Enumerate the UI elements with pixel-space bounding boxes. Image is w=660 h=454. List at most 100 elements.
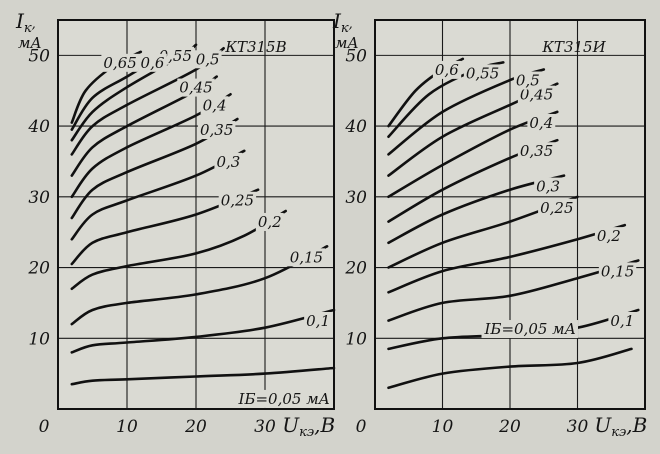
curve-label: 0,35 [200,121,233,139]
y-axis-label: Iк, [332,9,353,36]
chart-title: КТ315В [224,38,286,56]
y-axis-subscript: к [24,21,32,36]
curve-label: 0,5 [516,72,540,90]
curve-ib-1 [70,308,336,354]
curve-label: 0,6 [141,54,165,72]
y-tick-label: 20 [344,259,367,279]
curve-label-background [463,64,502,83]
curve-label-background [287,248,326,267]
curve-label: 0,2 [258,213,282,231]
curve-label-background [527,113,556,132]
tick-labels: 0 10 20 30 10 20 30 40 50 [344,46,588,437]
curve-ib-0 [387,347,633,390]
x-tick-label: 30 [567,417,589,437]
y-tick-label: 20 [27,259,50,279]
plot-frame [374,19,646,410]
x-tick-label: 20 [184,417,207,437]
curve-ib-2 [70,245,329,326]
curve-label: 0,55 [466,64,499,82]
y-axis-subscript: к [341,21,349,36]
curve-label-background [193,50,222,69]
chart-kt315i: IБ=0,05 мА 0,10,150,20,250,30,350,40,450,… [332,9,647,440]
x-axis-subscript: кэ [299,425,314,440]
curve-label: 0,15 [290,248,323,266]
curve-label-background [432,60,462,79]
curve-label-background [608,311,637,330]
x-axis-label: Uкэ,В [282,413,335,440]
x-axis-unit: В [632,413,648,437]
y-axis-comma: , [349,17,353,32]
curve-label-background [214,152,243,171]
x-axis-comma: , [626,413,632,437]
curve-label-background [218,191,257,210]
x-axis-unit: В [320,413,336,437]
y-axis-unit: мА [18,34,42,52]
curve-label-background [177,78,215,97]
x-axis-symbol: U [594,413,612,437]
x-axis-comma: , [314,413,320,437]
curve-label-background [200,96,229,115]
y-tick-label: 50 [345,46,367,66]
curve-label: IБ=0,05 мА [484,320,576,338]
y-tick-label: 10 [28,329,50,349]
curve-label-background [594,227,623,246]
curve-label: 0,3 [536,178,560,196]
curve-label-background [517,85,556,104]
y-axis-comma: , [32,17,36,32]
y-tick-label: 30 [28,188,50,208]
curve-label: 0,1 [306,312,330,330]
curve-label: 0,25 [221,192,254,210]
curve-labels: IБ=0,05 мА 0,1 0,15 0,20,25 0,3 0,35 0,40,45 0,… [101,46,332,408]
curve-label-background [598,262,637,281]
curve-label-background [304,311,332,330]
curve-label: 0,25 [540,199,573,217]
curve-ib-3 [387,223,627,294]
y-tick-label: 40 [27,117,50,137]
curve-ib-3 [70,209,287,291]
curve-label-background [255,212,284,231]
curve-ib-5 [70,149,246,241]
curve-label-background [235,389,332,408]
curve-label: 0,15 [601,262,634,280]
curve-label: 0,3 [216,153,240,171]
y-tick-label: 40 [344,117,367,137]
x-tick-label: 0 [39,417,50,437]
chart-kt315v: IБ=0,05 мА 0,1 0,15 0,20,25 0,3 0,35 0,40,45 0,… [15,9,336,440]
x-tick-label: 10 [116,417,138,437]
y-tick-label: 50 [28,46,50,66]
x-tick-label: 20 [498,417,521,437]
x-axis-label: Uкэ,В [594,413,647,440]
y-tick-label: 30 [345,188,367,208]
x-tick-label: 10 [432,417,454,437]
curve-label: 0,45 [520,86,553,104]
curve-label: 0,4 [203,96,227,114]
x-tick-label: 0 [356,417,367,437]
curve-ib-0 [70,366,336,386]
tick-labels: 0 10 20 30 10 20 30 40 50 [27,46,276,437]
x-axis-symbol: U [282,413,300,437]
curve-label-background [517,142,556,161]
curve-label-background [138,53,167,72]
curve-ib-10 [387,61,505,138]
curve-label: IБ=0,05 мА [238,390,330,408]
curve-label-background [197,121,236,140]
plot-frame [57,19,335,410]
curve-label: 0,65 [103,54,136,72]
x-axis-subscript: кэ [611,425,626,440]
x-tick-label: 30 [254,417,276,437]
curve-ib-2 [387,259,640,322]
curve-label: 0,5 [196,50,220,68]
y-axis-symbol: I [15,9,25,33]
y-tick-label: 10 [345,329,367,349]
curve-label: 0,4 [529,114,553,132]
chart-title: КТ315И [541,38,606,56]
curve-label: 0,55 [159,47,192,65]
curve-label-background [538,198,576,217]
curve-label: 0,45 [179,79,212,97]
curve-label: 0,6 [435,61,459,79]
curve-label-background [513,71,542,90]
y-axis-symbol: I [332,9,342,33]
y-axis-label: Iк, [15,9,36,36]
